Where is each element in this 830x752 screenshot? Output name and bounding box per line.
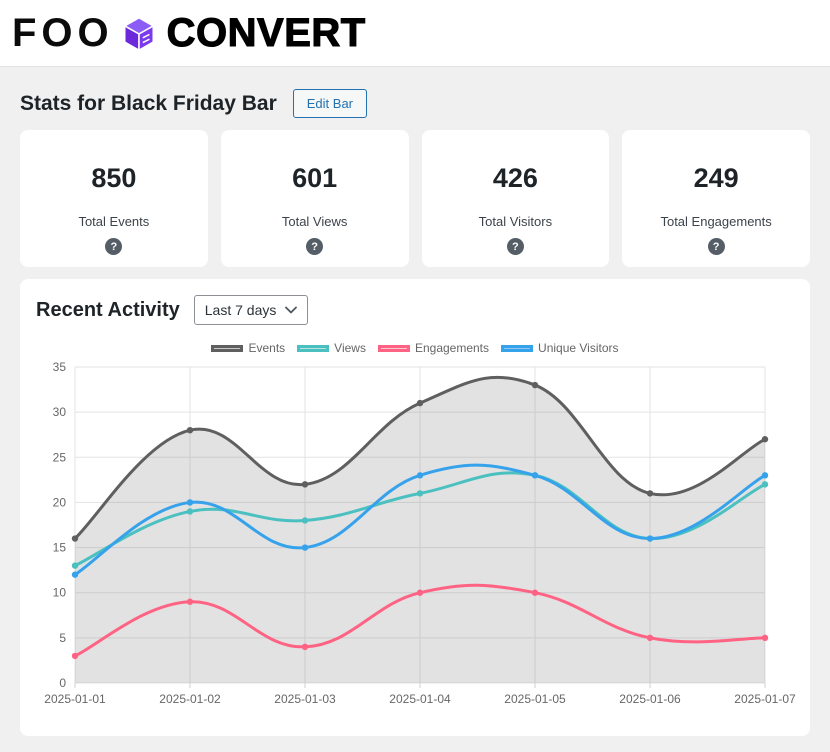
legend-item-unique-visitors[interactable]: Unique Visitors (501, 341, 619, 355)
y-tick-label: 20 (53, 495, 67, 509)
data-point (531, 472, 539, 479)
legend-label: Engagements (414, 341, 490, 355)
panel-header: Recent Activity Last 7 days (36, 295, 794, 325)
logo-text-foo: FOO (12, 10, 114, 55)
data-point (761, 481, 769, 488)
data-point (71, 535, 79, 542)
stat-card-total-engagements: 249 Total Engagements ? (622, 130, 810, 267)
y-tick-label: 5 (59, 631, 66, 645)
legend-label: Views (334, 341, 366, 355)
stats-row: 850 Total Events ? 601 Total Views ? 426… (20, 130, 810, 267)
x-tick-label: 2025-01-05 (504, 692, 566, 706)
data-point (71, 652, 79, 660)
legend-item-engagements[interactable]: Engagements (377, 341, 490, 355)
stat-card-total-events: 850 Total Events ? (20, 130, 208, 267)
data-point (646, 634, 654, 642)
stat-card-total-views: 601 Total Views ? (220, 130, 409, 267)
data-point (301, 544, 309, 551)
help-icon[interactable]: ? (707, 238, 725, 255)
edit-bar-button[interactable]: Edit Bar (292, 89, 368, 118)
panel-title: Recent Activity (36, 298, 180, 321)
stat-value: 426 (492, 163, 538, 193)
legend-label: Events (248, 341, 286, 355)
help-icon[interactable]: ? (105, 238, 123, 255)
data-point (71, 571, 79, 578)
legend-swatch (377, 344, 410, 352)
legend-swatch (501, 344, 534, 352)
logo-text-convert: CONVERT (166, 10, 366, 55)
y-tick-label: 25 (53, 450, 67, 464)
data-point (186, 508, 194, 515)
legend-swatch (211, 344, 244, 352)
stat-value: 850 (91, 163, 137, 193)
data-point (416, 490, 424, 497)
data-point (301, 481, 309, 488)
stat-value: 249 (693, 163, 739, 193)
legend-swatch (297, 344, 330, 352)
x-tick-label: 2025-01-03 (274, 692, 336, 706)
stat-label: Total Views (281, 214, 348, 229)
x-tick-label: 2025-01-07 (734, 692, 796, 706)
data-point (646, 490, 654, 497)
y-tick-label: 15 (53, 541, 67, 555)
page-title-row: Stats for Black Friday Bar Edit Bar (20, 89, 810, 118)
data-point (416, 399, 424, 407)
series-area-events (75, 377, 765, 683)
x-tick-label: 2025-01-04 (389, 692, 451, 706)
data-point (301, 643, 309, 651)
data-point (646, 535, 654, 542)
recent-activity-panel: Recent Activity Last 7 days Events Views E… (20, 279, 810, 736)
help-icon[interactable]: ? (306, 238, 324, 255)
data-point (531, 381, 539, 389)
data-point (71, 562, 79, 569)
y-tick-label: 30 (53, 405, 67, 419)
data-point (531, 589, 539, 596)
stat-card-total-visitors: 426 Total Visitors ? (421, 130, 610, 267)
x-tick-label: 2025-01-06 (619, 692, 681, 706)
y-tick-label: 0 (59, 676, 66, 690)
data-point (761, 634, 769, 642)
data-point (186, 427, 194, 434)
data-point (301, 517, 309, 524)
legend-item-views[interactable]: Views (297, 341, 366, 355)
activity-chart: 0 5 10 15 20 25 30 35 2025-01-01 2025-01-02 2025-0… (44, 360, 796, 706)
stat-label: Total Visitors (478, 214, 553, 229)
stat-value: 601 (292, 163, 338, 193)
cube-icon (120, 15, 158, 53)
data-point (416, 472, 424, 479)
stat-label: Total Engagements (660, 214, 772, 229)
data-point (416, 589, 424, 596)
stat-label: Total Events (78, 214, 150, 229)
app-header: FOO CONVERT (0, 0, 830, 67)
chart-legend: Events Views Engagements Unique Visitors (36, 341, 794, 355)
date-range-value: Last 7 days (204, 302, 277, 318)
x-tick-label: 2025-01-01 (44, 692, 106, 706)
data-point (186, 598, 194, 605)
data-point (761, 472, 769, 479)
brand-logo[interactable]: FOO CONVERT (12, 10, 366, 56)
y-tick-label: 10 (53, 586, 67, 600)
chevron-down-icon (285, 306, 298, 314)
date-range-select[interactable]: Last 7 days (193, 295, 309, 325)
page-title: Stats for Black Friday Bar (20, 91, 277, 115)
legend-label: Unique Visitors (538, 341, 619, 355)
help-icon[interactable]: ? (506, 238, 524, 255)
x-tick-label: 2025-01-02 (159, 692, 221, 706)
data-point (761, 436, 769, 443)
y-tick-label: 35 (53, 360, 67, 374)
legend-item-events[interactable]: Events (211, 341, 285, 355)
data-point (186, 499, 194, 506)
